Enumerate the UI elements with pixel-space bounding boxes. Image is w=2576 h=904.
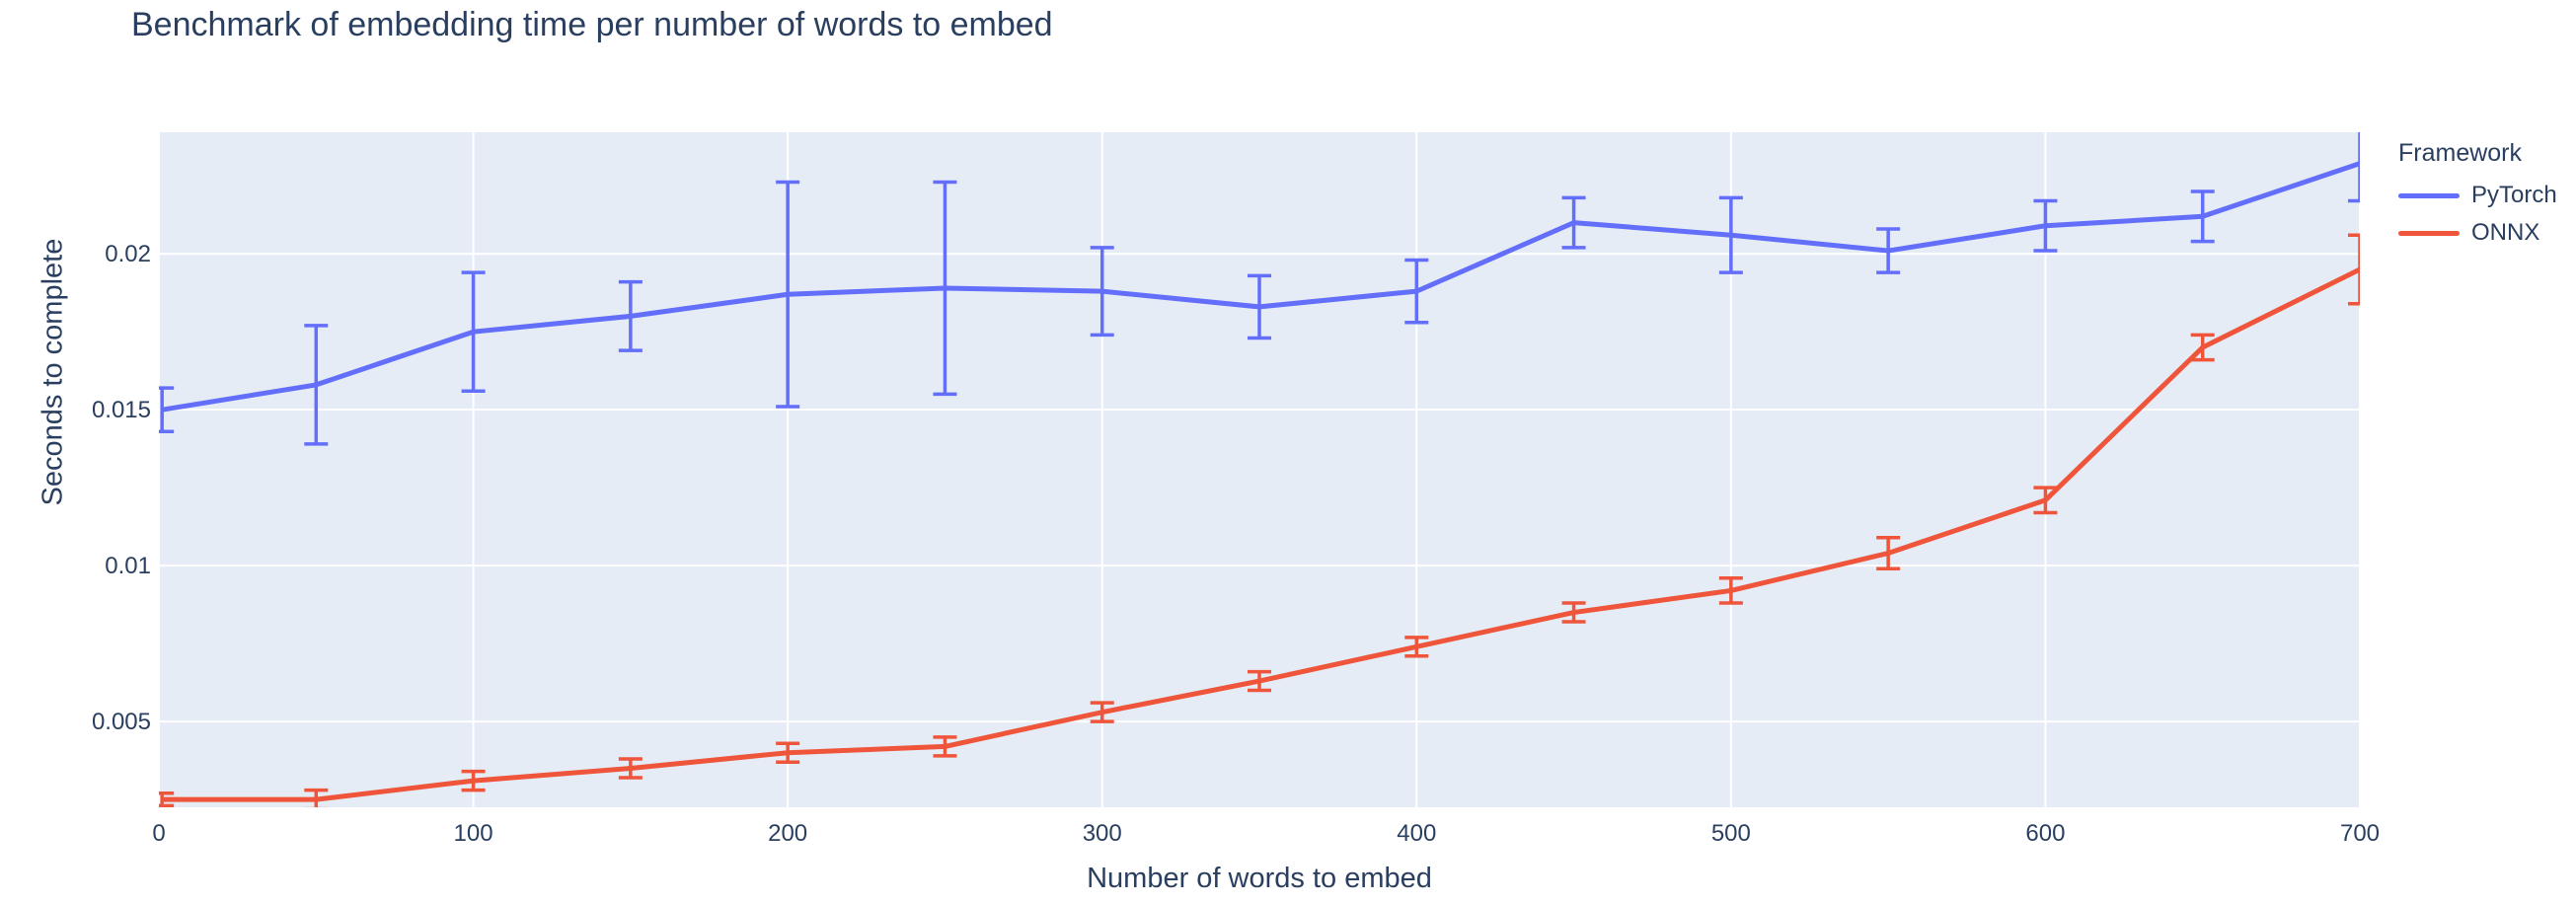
x-tick-label: 300 — [1083, 820, 1122, 847]
pytorch-line-swatch — [2398, 192, 2460, 198]
y-tick-label: 0.015 — [92, 397, 151, 423]
series-line — [161, 161, 2360, 413]
y-tick-label: 0.02 — [105, 241, 151, 267]
error-bar — [2348, 132, 2360, 203]
x-tick-label: 100 — [454, 820, 493, 847]
error-bar — [2348, 233, 2360, 306]
series-line — [162, 266, 2360, 802]
y-axis-title: Seconds to complete — [37, 238, 69, 506]
legend: Framework PyTorch ONNX — [2398, 139, 2557, 247]
x-tick-label: 200 — [768, 820, 807, 847]
x-tick-label: 400 — [1397, 820, 1436, 847]
legend-item-onnx[interactable]: ONNX — [2398, 219, 2557, 247]
x-axis-title: Number of words to embed — [1087, 863, 1432, 894]
x-tick-label: 0 — [152, 820, 165, 847]
series-onnx[interactable] — [150, 233, 2372, 808]
legend-item-label: PyTorch — [2471, 182, 2557, 208]
y-tick-label: 0.005 — [92, 709, 151, 735]
x-tick-label: 500 — [1711, 820, 1751, 847]
legend-item-label: ONNX — [2471, 219, 2540, 246]
x-tick-label: 600 — [2025, 820, 2065, 847]
onnx-line-swatch — [2398, 230, 2460, 236]
x-tick-label: 700 — [2340, 820, 2380, 847]
plot-area[interactable] — [159, 132, 2360, 807]
series-pytorch[interactable] — [150, 126, 2372, 446]
y-tick-label: 0.01 — [105, 553, 151, 579]
chart-title: Benchmark of embedding time per number o… — [131, 6, 1053, 43]
legend-title: Framework — [2398, 139, 2523, 167]
legend-item-pytorch[interactable]: PyTorch — [2398, 182, 2557, 209]
